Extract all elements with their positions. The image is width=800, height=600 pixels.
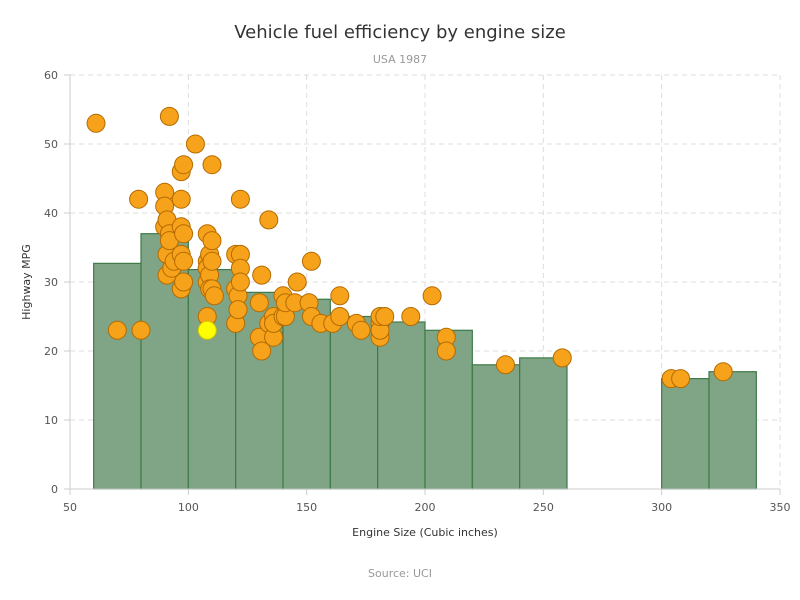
scatter-point[interactable] [552, 348, 572, 368]
scatter-point[interactable] [301, 251, 321, 271]
scatter-point[interactable] [204, 286, 224, 306]
histogram-bars [93, 233, 757, 490]
scatter-point[interactable] [401, 307, 421, 326]
chart-subtitle: USA 1987 [373, 53, 427, 66]
scatter-point[interactable] [330, 286, 350, 306]
scatter-point[interactable] [259, 210, 279, 230]
x-tick-label: 300 [651, 501, 672, 514]
y-tick-label: 30 [44, 276, 58, 289]
scatter-point[interactable] [252, 341, 272, 361]
scatter-point[interactable] [131, 320, 151, 340]
x-tick-label: 150 [296, 501, 317, 514]
histogram-bar [519, 357, 568, 490]
scatter-point[interactable] [174, 272, 194, 292]
scatter-point[interactable] [185, 134, 205, 154]
scatter-point[interactable] [249, 293, 269, 313]
histogram-bar [377, 321, 426, 490]
scatter-point[interactable] [713, 362, 733, 382]
scatter-point[interactable] [330, 307, 350, 326]
scatter-point[interactable] [86, 113, 106, 133]
scatter-point[interactable] [174, 251, 194, 271]
histogram-bar [661, 378, 710, 490]
histogram-bar [708, 371, 757, 490]
scatter-point[interactable] [159, 106, 179, 126]
histogram-bar [187, 268, 237, 490]
scatter-point[interactable] [171, 189, 191, 209]
histogram-bar [93, 262, 142, 490]
highlighted-point[interactable] [197, 320, 217, 340]
scatter-point[interactable] [202, 251, 222, 271]
data-points [86, 106, 733, 389]
y-tick-label: 60 [44, 69, 58, 82]
scatter-point[interactable] [422, 286, 442, 306]
scatter-point[interactable] [228, 300, 248, 320]
scatter-point[interactable] [174, 155, 194, 175]
histogram-bar [329, 315, 379, 490]
scatter-point[interactable] [375, 307, 395, 326]
scatter-point[interactable] [495, 355, 515, 375]
x-tick-label: 50 [63, 501, 77, 514]
scatter-point[interactable] [129, 189, 149, 209]
chart-title: Vehicle fuel efficiency by engine size [234, 22, 566, 43]
x-axis-title: Engine Size (Cubic inches) [352, 526, 498, 539]
chart-source: Source: UCI [368, 567, 432, 580]
y-tick-label: 20 [44, 345, 58, 358]
y-tick-label: 10 [44, 414, 58, 427]
x-tick-label: 200 [415, 501, 436, 514]
scatter-point[interactable] [202, 155, 222, 175]
x-tick-label: 100 [178, 501, 199, 514]
x-tick-label: 350 [770, 501, 791, 514]
y-tick-label: 0 [51, 483, 58, 496]
scatter-point[interactable] [107, 320, 127, 340]
scatter-point[interactable] [287, 272, 307, 292]
histogram-bar [471, 364, 521, 490]
scatter-point[interactable] [230, 272, 250, 292]
x-tick-label: 250 [533, 501, 554, 514]
y-axis-title: Highway MPG [20, 244, 33, 320]
scatter-point[interactable] [436, 341, 456, 361]
scatter-point[interactable] [230, 189, 250, 209]
scatter-point[interactable] [671, 369, 691, 389]
scatter-point[interactable] [202, 231, 222, 251]
y-tick-label: 50 [44, 138, 58, 151]
tick-labels: 0 10 20 30 40 50 60 50 100 150 200 250 300 350 [44, 69, 791, 514]
scatter-point[interactable] [252, 265, 272, 285]
scatter-point[interactable] [174, 224, 194, 244]
scatter-point[interactable] [351, 320, 371, 340]
y-tick-label: 40 [44, 207, 58, 220]
